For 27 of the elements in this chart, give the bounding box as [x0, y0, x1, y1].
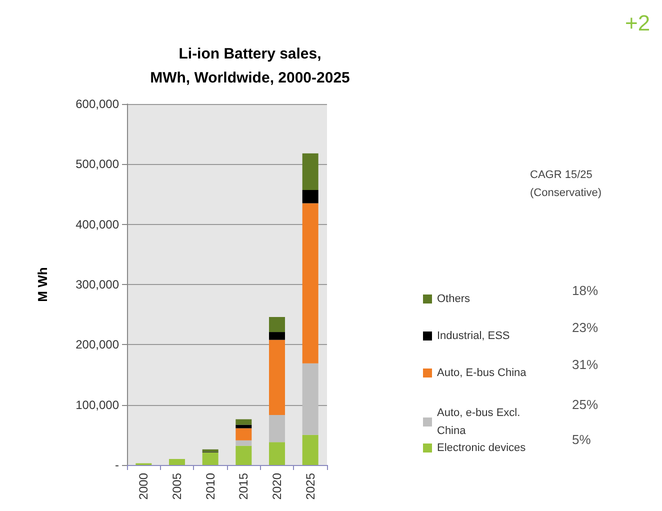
y-axis-title: M Wh: [35, 267, 50, 302]
y-tick-label: 500,000: [76, 157, 120, 172]
x-tick-label: 2005: [170, 472, 184, 500]
x-tick-label: 2015: [236, 472, 251, 500]
y-tick-label: 300,000: [76, 278, 120, 292]
y-tick-label: 600,000: [76, 97, 120, 111]
y-tick-label: -: [115, 458, 119, 472]
x-tick-label: 2000: [136, 472, 151, 500]
y-tick-label: 400,000: [76, 217, 120, 232]
y-tick-label: 200,000: [76, 338, 120, 352]
x-tick-label: 2025: [303, 472, 318, 500]
legend-label: Industrial, ESS: [437, 330, 510, 342]
x-tick-label: 2020: [270, 472, 284, 500]
legend-label: Auto, e-bus Excl. China: [437, 407, 524, 437]
text: 18%: [572, 283, 598, 298]
legend-label: Auto, E-bus China: [437, 367, 528, 379]
text: +2: [625, 10, 650, 36]
text: 25%: [572, 397, 598, 412]
text: 23%: [572, 320, 598, 335]
text: CAGR 15/25 (Conservative): [530, 169, 602, 199]
legend-label: Others: [437, 293, 471, 305]
legend-label: Electronic devices: [437, 442, 526, 454]
chart-title: Li-ion Battery sales, MWh, Worldwide, 2000-2025: [150, 46, 350, 86]
text: 31%: [572, 357, 598, 372]
y-tick-label: 100,000: [76, 398, 120, 412]
text: 5%: [572, 432, 592, 447]
x-tick-label: 2010: [203, 472, 218, 500]
